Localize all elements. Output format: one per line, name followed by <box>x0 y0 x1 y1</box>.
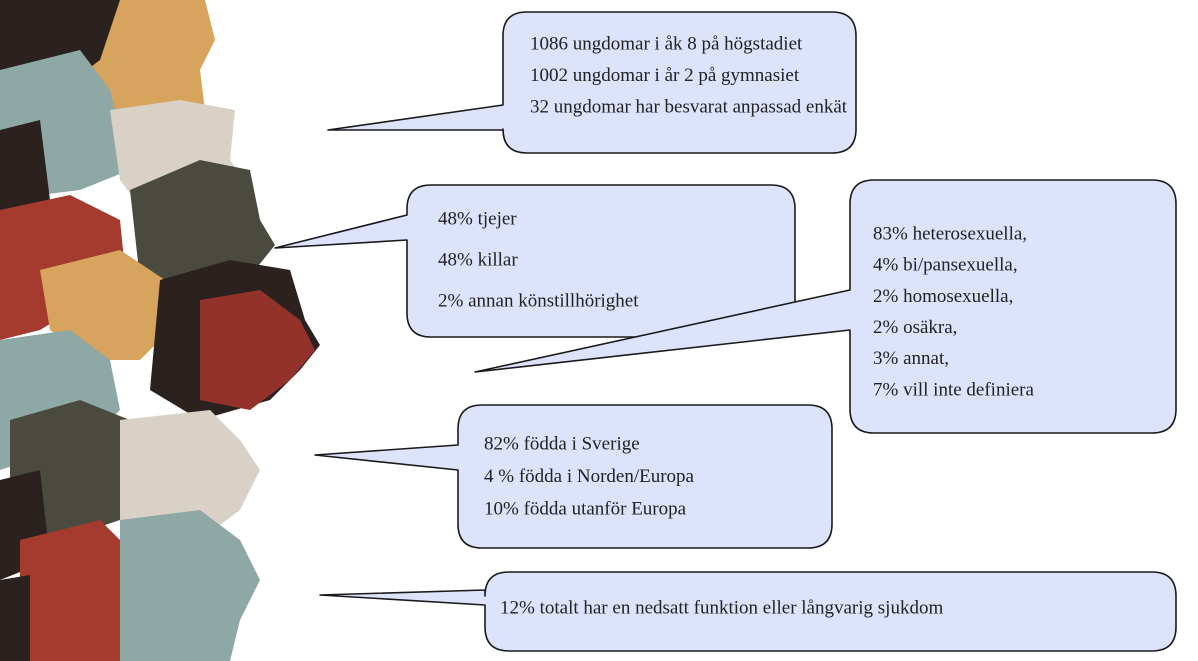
speech-bubble <box>314 404 833 549</box>
speech-bubble <box>274 184 796 338</box>
speech-bubble <box>474 179 1177 434</box>
bubble-text: 4 % födda i Norden/Europa <box>484 466 695 487</box>
bubble-text: 12% totalt har en nedsatt funktion eller… <box>500 597 943 618</box>
speech-bubble <box>319 571 1177 652</box>
bubble-text: 2% annan könstillhörighet <box>438 290 639 311</box>
bubble-text: 83% heterosexuella, <box>873 223 1027 244</box>
bubble-text: 48% killar <box>438 249 518 270</box>
bubble-text: 32 ungdomar har besvarat anpassad enkät <box>530 96 848 117</box>
bubble-text: 1002 ungdomar i år 2 på gymnasiet <box>530 65 800 86</box>
speech-bubble <box>327 11 857 154</box>
illustration <box>0 0 320 661</box>
bubble-text: 3% annat, <box>873 348 949 369</box>
bubble-text: 82% födda i Sverige <box>484 433 640 454</box>
bubble-text: 2% osäkra, <box>873 317 957 338</box>
bubble-text: 2% homosexuella, <box>873 286 1013 307</box>
bubble-text: 4% bi/pansexuella, <box>873 255 1018 276</box>
bubble-text: 48% tjejer <box>438 208 517 229</box>
bubble-text: 1086 ungdomar i åk 8 på högstadiet <box>530 33 803 54</box>
bubble-text: 10% födda utanför Europa <box>484 498 687 519</box>
bubble-text: 7% vill inte definiera <box>873 379 1034 400</box>
